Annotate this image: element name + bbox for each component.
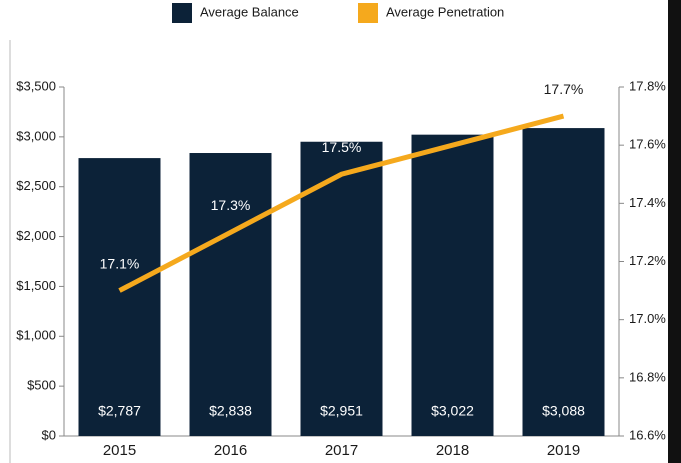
edge-bar bbox=[668, 0, 681, 463]
y2-tick-label: 17.8% bbox=[629, 78, 666, 93]
legend-label: Average Balance bbox=[200, 4, 299, 19]
y-tick-label: $1,500 bbox=[16, 278, 56, 293]
legend-swatch bbox=[172, 3, 192, 23]
y2-tick-label: 17.2% bbox=[629, 253, 666, 268]
y-tick-label: $2,000 bbox=[16, 228, 56, 243]
y2-tick-label: 17.6% bbox=[629, 137, 666, 152]
line-value-label: 17.3% bbox=[211, 197, 251, 213]
line-value-label: 17.1% bbox=[100, 255, 140, 271]
bar-value-label: $2,787 bbox=[98, 403, 141, 419]
y2-tick-label: 16.6% bbox=[629, 427, 666, 442]
line-value-label: 17.5% bbox=[322, 139, 362, 155]
x-tick-label: 2015 bbox=[103, 442, 136, 459]
bar-value-label: $3,022 bbox=[431, 403, 474, 419]
y-tick-label: $2,500 bbox=[16, 178, 56, 193]
y2-tick-label: 17.4% bbox=[629, 195, 666, 210]
bar bbox=[78, 158, 161, 436]
bar bbox=[522, 128, 605, 437]
line-value-label: 17.7% bbox=[544, 81, 584, 97]
y2-tick-label: 16.8% bbox=[629, 369, 666, 384]
y2-tick-label: 17.0% bbox=[629, 311, 666, 326]
legend-swatch bbox=[358, 3, 378, 23]
y-tick-label: $3,500 bbox=[16, 78, 56, 93]
bar-value-label: $2,951 bbox=[320, 403, 363, 419]
x-tick-label: 2016 bbox=[214, 442, 247, 459]
x-tick-label: 2017 bbox=[325, 442, 358, 459]
bar-value-label: $2,838 bbox=[209, 403, 252, 419]
x-tick-label: 2018 bbox=[436, 442, 469, 459]
line bbox=[118, 113, 565, 293]
line-value-label: 17.6% bbox=[433, 110, 473, 126]
y-tick-label: $3,000 bbox=[16, 128, 56, 143]
bar bbox=[189, 153, 272, 436]
y-tick-label: $0 bbox=[42, 427, 56, 442]
y-tick-label: $500 bbox=[27, 378, 56, 393]
bar bbox=[300, 141, 383, 436]
legend-label: Average Penetration bbox=[386, 4, 504, 19]
bar-value-label: $3,088 bbox=[542, 403, 585, 419]
y-tick-label: $1,000 bbox=[16, 328, 56, 343]
x-tick-label: 2019 bbox=[547, 442, 580, 459]
bar bbox=[411, 134, 494, 436]
